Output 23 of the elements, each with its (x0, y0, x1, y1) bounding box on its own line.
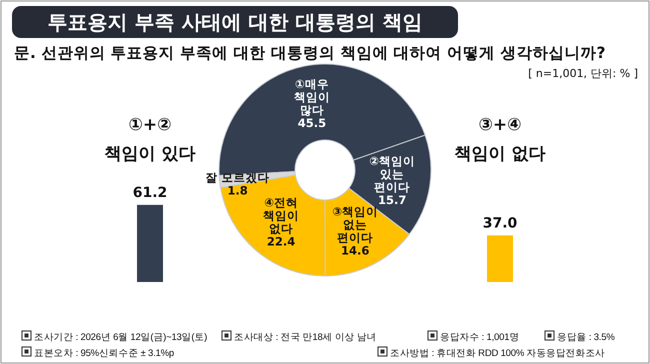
text: 표본오차 : 95%신뢰수준 ± 3.1%p (34, 348, 174, 359)
chart-subtitle: 문. 선관위의 투표용지 부족에 대한 대통령의 책임에 대하여 어떻게 생각하십니까? (14, 44, 606, 62)
data-label: 45.5 (298, 116, 326, 130)
data-label: 1.8 (227, 184, 248, 198)
text: 조사대상 : 전국 만18세 이상 남녀 (234, 332, 376, 343)
slice-label: 잘 모르겠다 (206, 170, 270, 185)
slice-label: ④전혀 책임이 없다 (263, 195, 300, 236)
text: [ n=1,001, 단위: % ] (528, 67, 638, 80)
slice-label: ①매우 책임이 많다 (294, 76, 330, 117)
data-label: 14.6 (341, 243, 370, 258)
x-tick-label: ①+② 책임이 있다 (104, 115, 196, 164)
text: 응답자수 : 1,001명 (440, 332, 520, 343)
data-label: 61.2 (132, 184, 168, 201)
slice-label: ③책임이 없는 편이다 (332, 204, 378, 244)
chart-title: 투표용지 부족 사태에 대한 대통령의 책임 (48, 10, 422, 34)
data-label: 15.7 (378, 193, 406, 208)
slice-label: ②책임이 있는 편이다 (369, 154, 416, 194)
text: 응답율 : 3.5% (557, 332, 616, 343)
data-label: 37.0 (482, 215, 518, 232)
data-label: 22.4 (266, 234, 296, 248)
text: 조사방법 : 휴대전화 RDD 100% 자동응답전화조사 (390, 348, 606, 359)
text: 조사기간 : 2026년 6월 12일(금)~13일(토) (34, 332, 208, 343)
x-tick-label: ③+④ 책임이 없다 (454, 115, 546, 164)
